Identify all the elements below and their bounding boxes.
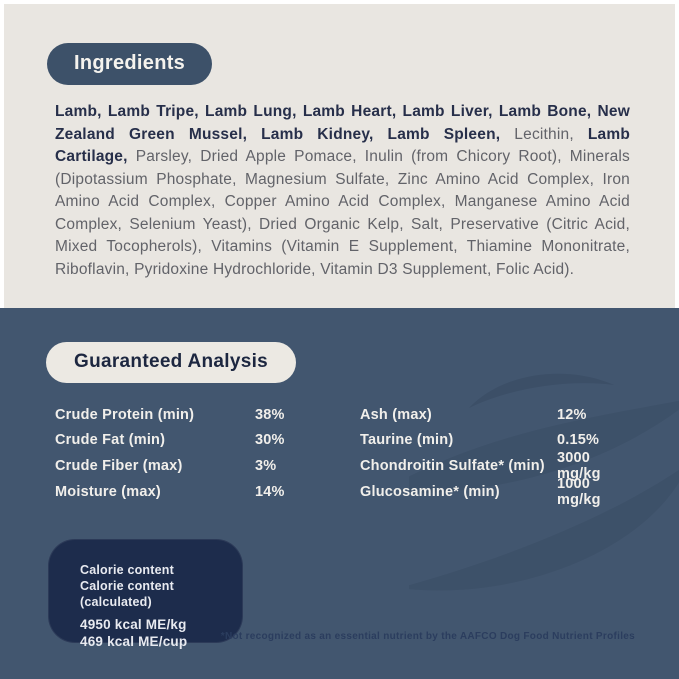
analysis-label: Moisture (max) bbox=[55, 483, 161, 500]
analysis-value: 3000 mg/kg bbox=[557, 449, 601, 482]
analysis-value: 3% bbox=[255, 457, 277, 474]
analysis-value: 30% bbox=[255, 432, 285, 449]
ingredient-segment: Parsley, Dried Apple Pomace, Inulin (fro… bbox=[55, 148, 630, 278]
ingredient-segment: Lecithin, bbox=[514, 125, 588, 143]
analysis-label: Chondroitin Sulfate* (min) bbox=[360, 457, 545, 474]
calorie-value-per-kg: 4950 kcal ME/kg bbox=[80, 617, 187, 632]
ingredients-section: Ingredients Lamb, Lamb Tripe, Lamb Lung,… bbox=[4, 4, 675, 308]
calorie-content-box: Calorie content Calorie content (calcula… bbox=[48, 539, 243, 649]
ingredient-segment-bold: Lamb, Lamb Tripe, Lamb Lung, Lamb Heart,… bbox=[55, 103, 630, 143]
analysis-label: Taurine (min) bbox=[360, 432, 454, 449]
guaranteed-analysis-heading-pill: Guaranteed Analysis bbox=[46, 342, 297, 383]
analysis-label: Crude Fat (min) bbox=[55, 432, 166, 449]
ingredients-text: Lamb, Lamb Tripe, Lamb Lung, Lamb Heart,… bbox=[55, 101, 630, 281]
calorie-heading: Calorie content bbox=[80, 563, 174, 577]
ingredient-segment-bold: Lamb Cartilage, bbox=[55, 125, 631, 166]
analysis-value: 12% bbox=[557, 406, 587, 423]
analysis-value: 38% bbox=[255, 406, 285, 423]
analysis-label: Ash (max) bbox=[360, 406, 432, 423]
analysis-value: 1000 mg/kg bbox=[557, 475, 601, 508]
calorie-value-per-cup: 469 kcal ME/cup bbox=[80, 633, 188, 649]
analysis-value: 0.15% bbox=[557, 432, 600, 449]
analysis-value: 14% bbox=[255, 483, 285, 500]
analysis-label: Glucosamine* (min) bbox=[360, 483, 500, 500]
ingredients-heading-pill: Ingredients bbox=[47, 43, 213, 85]
calorie-spacer bbox=[80, 610, 228, 617]
aafco-footnote: *Not recognized as an essential nutrient… bbox=[220, 631, 635, 642]
guaranteed-analysis-table: Crude Protein (min) 38% Ash (max) 12% Cr… bbox=[55, 402, 637, 508]
analysis-label: Crude Protein (min) bbox=[55, 406, 195, 423]
calorie-heading-calculated: Calorie content (calculated) bbox=[80, 579, 174, 609]
ingredients-heading-label: Ingredients bbox=[74, 52, 186, 74]
guaranteed-analysis-section: Guaranteed Analysis Crude Protein (min) … bbox=[0, 308, 679, 679]
guaranteed-analysis-heading-label: Guaranteed Analysis bbox=[74, 351, 269, 372]
analysis-label: Crude Fiber (max) bbox=[55, 457, 183, 474]
